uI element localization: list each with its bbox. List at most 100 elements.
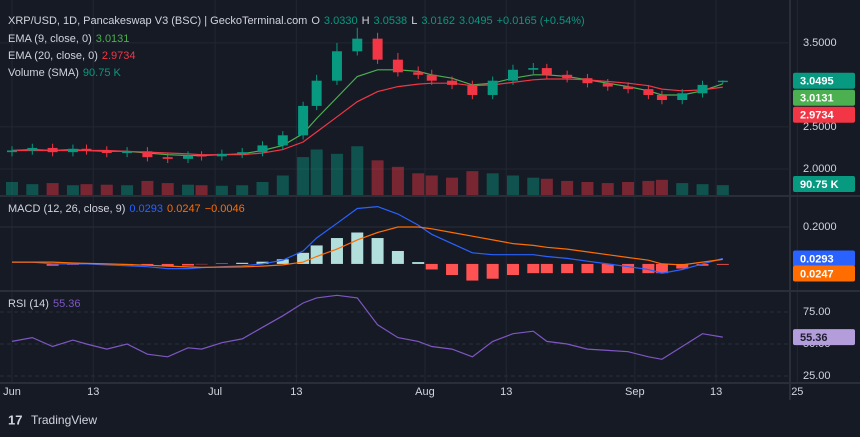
histogram-bar bbox=[446, 263, 459, 276]
candle-body bbox=[623, 86, 634, 90]
header-item: 3.0538 bbox=[374, 15, 408, 27]
candle-body bbox=[541, 68, 552, 75]
header-item: L bbox=[411, 15, 417, 27]
candle-body bbox=[717, 80, 728, 83]
x-tick-label: 13 bbox=[290, 386, 302, 398]
volume-bar bbox=[716, 185, 729, 195]
header-item: O bbox=[311, 15, 320, 27]
x-tick-label: Sep bbox=[625, 386, 645, 398]
volume-bar bbox=[371, 160, 384, 195]
y-tick-label: 0.2000 bbox=[803, 221, 837, 233]
volume-bar bbox=[100, 184, 113, 195]
candle-body bbox=[447, 80, 458, 85]
candle-body bbox=[413, 72, 424, 75]
histogram-bar bbox=[581, 263, 594, 274]
candle-body bbox=[562, 74, 573, 79]
volume-bar bbox=[655, 179, 668, 195]
histogram-bar bbox=[622, 263, 635, 274]
candle-body bbox=[47, 147, 58, 153]
candle-body bbox=[122, 151, 133, 153]
price-badge bbox=[793, 72, 855, 89]
y-tick-label: 2.5000 bbox=[803, 121, 837, 133]
histogram-bar bbox=[506, 263, 519, 276]
volume-bar bbox=[391, 166, 404, 195]
x-tick-label: 13 bbox=[500, 386, 512, 398]
histogram-bar bbox=[297, 252, 310, 264]
price-badge bbox=[793, 329, 855, 346]
candle-body bbox=[183, 155, 194, 159]
indicator-line bbox=[11, 294, 723, 360]
histogram-bar bbox=[540, 263, 553, 274]
ema-line bbox=[12, 78, 723, 156]
header-item: Volume (SMA) bbox=[8, 67, 79, 79]
header-item: +0.0165 (+0.54%) bbox=[497, 15, 585, 27]
x-tick-label: Aug bbox=[415, 386, 435, 398]
header-item: H bbox=[362, 15, 370, 27]
pane-header: RSI (14) 55.36 bbox=[8, 298, 81, 310]
header-item: 90.75 K bbox=[83, 67, 122, 79]
histogram-bar bbox=[256, 261, 269, 264]
volume-bar bbox=[182, 184, 195, 195]
y-tick-label: 75.00 bbox=[803, 306, 831, 318]
header-item: XRP/USD, 1D, Pancakeswap V3 (BSC) | Geck… bbox=[8, 15, 307, 27]
header-item: 3.0330 bbox=[324, 15, 358, 27]
indicator-line bbox=[12, 205, 723, 274]
brand-name: TradingView bbox=[31, 413, 97, 427]
histogram-bar bbox=[161, 263, 174, 267]
candle-body bbox=[643, 89, 654, 95]
volume-bar bbox=[161, 183, 174, 195]
header-item: 0.0293 bbox=[129, 203, 163, 215]
price-badge-label: 3.0495 bbox=[800, 76, 834, 88]
header-item: 3.0131 bbox=[96, 33, 130, 45]
volume-bar bbox=[581, 182, 594, 195]
candle-body bbox=[101, 150, 112, 153]
volume-bar bbox=[446, 177, 459, 195]
candle-body bbox=[352, 38, 363, 52]
candle-body bbox=[602, 83, 613, 87]
price-badge bbox=[793, 89, 855, 106]
histogram-bar bbox=[676, 263, 689, 269]
price-badge bbox=[793, 265, 855, 282]
candle-body bbox=[81, 148, 92, 151]
volume-bar bbox=[297, 157, 310, 195]
x-tick-label: 13 bbox=[710, 386, 722, 398]
histogram-bar bbox=[561, 263, 574, 274]
header-item: EMA (20, close, 0) bbox=[8, 50, 98, 62]
volume-bar bbox=[486, 173, 499, 195]
candle-body bbox=[528, 68, 539, 70]
candle-body bbox=[331, 51, 342, 81]
histogram-bar bbox=[351, 232, 364, 264]
volume-bar bbox=[195, 185, 208, 195]
pane-header: MACD (12, 26, close, 9) 0.0293 0.0247 −0.00… bbox=[8, 203, 245, 215]
brand-logo: 17 bbox=[8, 412, 22, 427]
candle-body bbox=[162, 157, 173, 159]
volume-bar bbox=[46, 183, 59, 195]
volume-bar bbox=[276, 175, 289, 195]
price-badge bbox=[793, 250, 855, 267]
histogram-bar bbox=[46, 263, 59, 266]
candle-body bbox=[277, 135, 288, 146]
histogram-bar bbox=[276, 259, 289, 264]
price-badge-label: 55.36 bbox=[800, 332, 828, 344]
volume-bar bbox=[215, 185, 228, 195]
candle-body bbox=[257, 145, 268, 153]
volume-bar bbox=[466, 171, 479, 195]
candle-body bbox=[311, 80, 322, 106]
header-item: 2.9734 bbox=[102, 50, 136, 62]
volume-bar bbox=[642, 180, 655, 195]
volume-bar bbox=[351, 146, 364, 195]
price-badge-label: 0.0293 bbox=[800, 253, 834, 265]
candle-body bbox=[7, 150, 17, 153]
histogram-bar bbox=[696, 263, 709, 266]
volume-bar bbox=[506, 175, 519, 195]
candle-body bbox=[467, 84, 478, 95]
x-tick-label: Jun bbox=[3, 386, 21, 398]
indicator-line bbox=[12, 226, 723, 268]
candle-body bbox=[392, 59, 403, 73]
candle-body bbox=[27, 147, 38, 151]
volume-bar bbox=[141, 180, 154, 195]
candle-body bbox=[372, 38, 383, 60]
header-item: 55.36 bbox=[53, 298, 81, 310]
candle-body bbox=[426, 74, 437, 81]
